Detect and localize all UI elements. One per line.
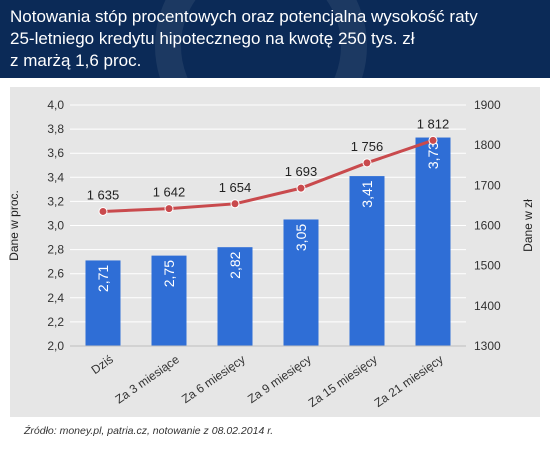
x-tick-label: Za 6 miesięcy [179, 352, 248, 406]
title-line-3: z marżą 1,6 proc. [10, 51, 142, 70]
bar-value-label: 3,05 [293, 224, 309, 251]
y-tick-label: 4,0 [47, 98, 64, 112]
line-point [230, 199, 240, 209]
line-point [98, 206, 108, 216]
line-value-label: 1 654 [219, 180, 252, 195]
bar [349, 176, 385, 346]
bar [151, 255, 187, 346]
title-line-2: 25-letniego kredytu hipotecznego na kwot… [10, 29, 415, 48]
y2-axis-title: Dane w zł [521, 199, 535, 252]
source-note: Źródło: money.pl, patria.cz, notowanie z… [24, 425, 274, 437]
y2-tick-label: 1300 [474, 339, 501, 353]
y2-tick-label: 1800 [474, 138, 501, 152]
y-tick-label: 2,2 [47, 315, 64, 329]
chart-panel [10, 87, 540, 417]
y-tick-label: 2,0 [47, 339, 64, 353]
bar-value-label: 2,82 [227, 251, 243, 278]
header-banner: Notowania stóp procentowych oraz potencj… [0, 0, 550, 78]
y-tick-label: 3,0 [47, 219, 64, 233]
y-tick-label: 3,6 [47, 146, 64, 160]
bar-value-label: 2,75 [161, 260, 177, 287]
y2-tick-label: 1900 [474, 98, 501, 112]
line-value-label: 1 635 [87, 187, 120, 202]
line-value-label: 1 812 [417, 116, 450, 131]
x-tick-label: Za 15 miesięcy [306, 352, 380, 410]
y-tick-label: 3,8 [47, 122, 64, 136]
y-tick-label: 3,4 [47, 170, 64, 184]
line-point [362, 158, 372, 168]
bar-value-label: 3,41 [359, 180, 375, 207]
x-tick-label: Za 21 miesięcy [372, 352, 446, 410]
chart-title: Notowania stóp procentowych oraz potencj… [10, 6, 545, 72]
line-value-label: 1 756 [351, 139, 384, 154]
y-tick-label: 3,2 [47, 194, 64, 208]
y-axis-title: Dane w proc. [7, 190, 21, 261]
bar-value-label: 3,73 [425, 142, 441, 169]
y2-tick-label: 1700 [474, 178, 501, 192]
bar-value-label: 2,71 [95, 265, 111, 292]
x-tick-label: Za 3 miesiące [113, 352, 182, 406]
y2-tick-label: 1400 [474, 299, 501, 313]
line-point [428, 135, 438, 145]
y2-tick-label: 1600 [474, 219, 501, 233]
bar [283, 219, 319, 346]
line-series [102, 138, 434, 213]
y-tick-label: 2,4 [47, 291, 64, 305]
bar [85, 260, 121, 346]
x-tick-label: Dziś [89, 352, 116, 377]
bar [217, 247, 253, 346]
line-value-label: 1 693 [285, 164, 318, 179]
x-tick-label: Za 9 miesięcy [245, 352, 314, 406]
line-point [164, 204, 174, 214]
line-point [296, 183, 306, 193]
line-value-label: 1 642 [153, 185, 186, 200]
bar [415, 137, 451, 346]
y-tick-label: 2,8 [47, 243, 64, 257]
y-tick-label: 2,6 [47, 267, 64, 281]
y2-tick-label: 1500 [474, 259, 501, 273]
title-line-1: Notowania stóp procentowych oraz potencj… [10, 7, 478, 26]
